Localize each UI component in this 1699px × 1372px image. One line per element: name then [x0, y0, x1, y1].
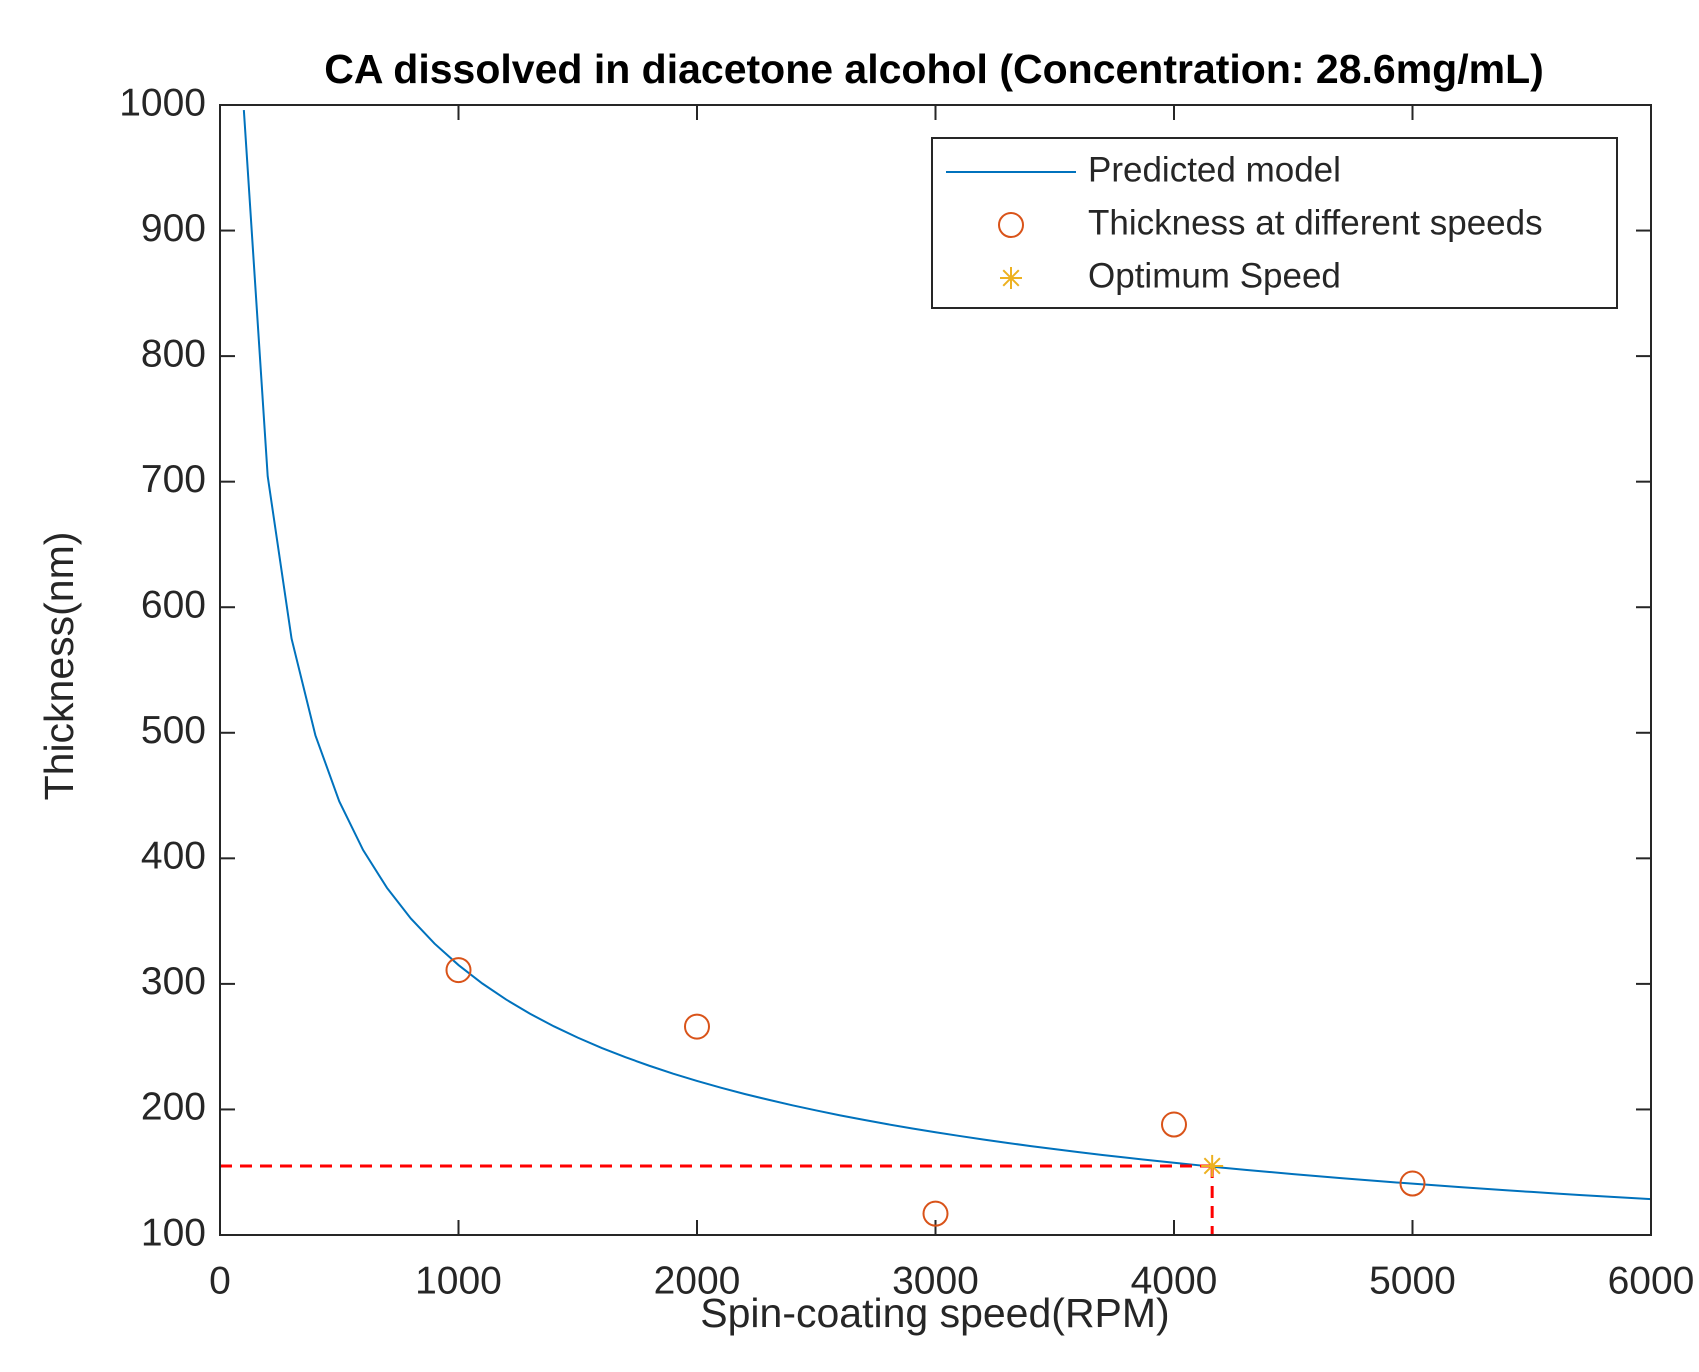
y-tick-label: 600 [141, 584, 206, 627]
x-tick-label: 1000 [415, 1259, 502, 1302]
y-tick-label: 200 [141, 1086, 206, 1129]
y-tick-label: 400 [141, 835, 206, 878]
legend-swatch [1000, 267, 1022, 289]
y-tick-label: 300 [141, 960, 206, 1003]
legend-label: Predicted model [1088, 150, 1341, 189]
data-point [1399, 1170, 1426, 1197]
data-point [922, 1200, 949, 1227]
x-tick-label: 4000 [1131, 1259, 1218, 1302]
x-axis-label: Spin-coating speed(RPM) [700, 1290, 1169, 1336]
x-tick-label: 2000 [654, 1259, 741, 1302]
asterisk-stroke [1203, 1157, 1221, 1175]
model-line [242, 109, 1651, 1201]
data-point [1161, 1111, 1187, 1138]
data-point [445, 957, 472, 984]
x-tick-label: 0 [209, 1259, 231, 1302]
x-tick-label: 5000 [1369, 1259, 1456, 1302]
legend-box [931, 137, 1618, 309]
y-tick-label: 500 [141, 709, 206, 752]
y-axis-label: Thickness(nm) [36, 532, 82, 801]
legend-label: Optimum Speed [1088, 256, 1341, 295]
y-tick-label: 700 [141, 458, 206, 501]
data-point [684, 1013, 710, 1040]
legend-swatch [998, 212, 1024, 238]
y-tick-label: 800 [141, 332, 206, 375]
chart-title: CA dissolved in diacetone alcohol (Conce… [324, 46, 1544, 92]
legend-label: Thickness at different speeds [1088, 203, 1543, 242]
y-tick-label: 900 [141, 207, 206, 250]
y-tick-label: 100 [141, 1211, 206, 1254]
x-tick-label: 6000 [1608, 1259, 1695, 1302]
asterisk-stroke [1002, 269, 1020, 287]
y-tick-label: 1000 [119, 81, 206, 124]
optimum-point [1201, 1154, 1224, 1177]
axes-box [219, 104, 1652, 1236]
x-tick-label: 3000 [892, 1259, 979, 1302]
